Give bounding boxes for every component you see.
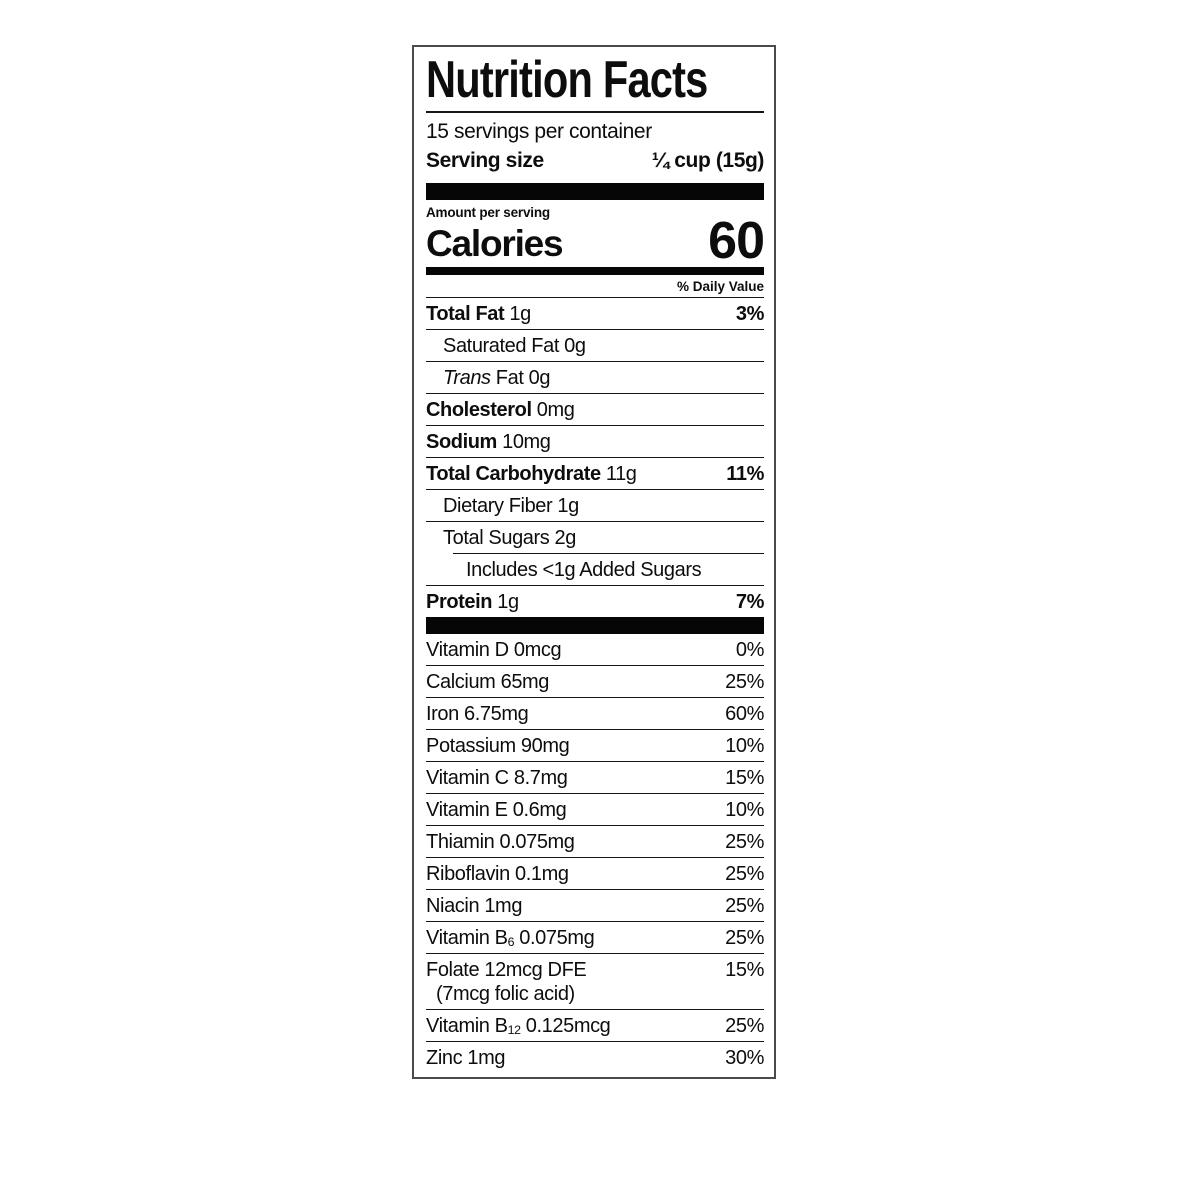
nutrient-row: Saturated Fat 0g — [426, 329, 764, 361]
daily-value: 60% — [725, 703, 764, 726]
daily-value: 10% — [725, 735, 764, 758]
vitamin-row: Calcium 65mg 25% — [426, 665, 764, 697]
vitamin-name: Calcium 65mg — [426, 671, 550, 694]
vitamin-name: Vitamin C 8.7mg — [426, 767, 568, 790]
nutrient-name: Cholesterol 0mg — [426, 399, 575, 422]
daily-value-header: % Daily Value — [676, 279, 764, 295]
vitamin-row: Vitamin C 8.7mg 15% — [426, 761, 764, 793]
vitamin-name: Vitamin B6 0.075mg — [426, 927, 595, 950]
vitamin-name: Folate 12mcg DFE (7mcg folic acid) — [426, 959, 587, 1006]
nutrient-name: Protein 1g — [426, 591, 519, 614]
daily-value: 25% — [725, 1015, 764, 1038]
nutrient-row: Total Fat 1g 3% — [426, 297, 764, 329]
daily-value: 25% — [725, 895, 764, 918]
nutrient-row: Protein 1g 7% — [426, 585, 764, 617]
calories-value: 60 — [708, 211, 765, 270]
daily-value: 25% — [725, 671, 764, 694]
daily-value: 10% — [725, 799, 764, 822]
nutrient-name: Saturated Fat 0g — [443, 335, 586, 358]
calories-label: Calories — [426, 223, 564, 265]
vitamin-name: Vitamin D 0mcg — [426, 639, 562, 662]
section-divider-bar — [426, 182, 764, 200]
vitamin-row: Zinc 1mg 30% — [426, 1041, 764, 1073]
vitamin-row: Vitamin B12 0.125mcg 25% — [426, 1009, 764, 1041]
nutrient-row: Trans Fat 0g — [426, 361, 764, 393]
daily-value: 15% — [725, 767, 764, 790]
title-divider — [426, 110, 764, 113]
serving-size-row: Serving size ¼ cup (15g) — [426, 146, 764, 183]
daily-value: 0% — [735, 639, 765, 662]
nutrient-row: Sodium 10mg — [426, 425, 764, 457]
nutrient-row: Cholesterol 0mg — [426, 393, 764, 425]
serving-size-label: Serving size — [426, 148, 544, 172]
daily-value: 25% — [725, 863, 764, 886]
vitamin-row: Vitamin E 0.6mg 10% — [426, 793, 764, 825]
vitamin-row: Folate 12mcg DFE (7mcg folic acid) 15% — [426, 953, 764, 1009]
vitamin-name: Potassium 90mg — [426, 735, 570, 758]
vitamin-row: Riboflavin 0.1mg 25% — [426, 857, 764, 889]
daily-value: 25% — [725, 831, 764, 854]
vitamin-row: Thiamin 0.075mg 25% — [426, 825, 764, 857]
vitamin-name: Zinc 1mg — [426, 1047, 506, 1070]
label-title: Nutrition Facts — [426, 51, 708, 109]
vitamin-row: Potassium 90mg 10% — [426, 729, 764, 761]
daily-value: 30% — [725, 1047, 764, 1070]
calories-row: Calories 60 — [426, 211, 765, 270]
vitamin-name: Vitamin E 0.6mg — [426, 799, 567, 822]
daily-value: 3% — [735, 303, 765, 326]
nutrient-name: Total Sugars 2g — [443, 527, 576, 550]
vitamin-row: Vitamin B6 0.075mg 25% — [426, 921, 764, 953]
servings-per-container: 15 servings per container — [426, 119, 652, 143]
nutrient-row: Total Sugars 2g — [426, 521, 764, 553]
nutrient-name: Total Fat 1g — [426, 303, 531, 326]
section-divider-bar — [426, 617, 764, 635]
daily-value: 11% — [726, 463, 764, 486]
vitamins-section: Vitamin D 0mcg 0% Calcium 65mg 25% Iron … — [426, 634, 764, 1073]
nutrient-row: Total Carbohydrate 11g 11% — [426, 457, 764, 489]
nutrient-row: Includes <1g Added Sugars — [453, 553, 764, 585]
nutrient-name: Sodium 10mg — [426, 431, 551, 454]
vitamin-name: Thiamin 0.075mg — [426, 831, 575, 854]
daily-value: 15% — [725, 959, 764, 982]
vitamin-name: Iron 6.75mg — [426, 703, 529, 726]
calories-divider-bar — [426, 267, 764, 276]
nutrition-facts-label: Nutrition Facts 15 servings per containe… — [412, 45, 776, 1080]
nutrient-name: Includes <1g Added Sugars — [466, 559, 702, 582]
vitamin-row: Iron 6.75mg 60% — [426, 697, 764, 729]
amount-per-serving-label: Amount per serving — [426, 204, 550, 220]
daily-value: 7% — [735, 591, 765, 614]
nutrient-row: Dietary Fiber 1g — [426, 489, 764, 521]
serving-size-value: ¼ cup (15g) — [651, 148, 765, 172]
vitamin-row: Niacin 1mg 25% — [426, 889, 764, 921]
vitamin-row: Vitamin D 0mcg 0% — [426, 634, 764, 665]
nutrient-name: Trans Fat 0g — [443, 367, 551, 390]
nutrient-name: Total Carbohydrate 11g — [426, 463, 637, 486]
nutrient-name: Dietary Fiber 1g — [443, 495, 579, 518]
nutrients-section: Total Fat 1g 3% Saturated Fat 0g Trans F… — [426, 297, 764, 617]
vitamin-name: Niacin 1mg — [426, 895, 523, 918]
vitamin-name: Vitamin B12 0.125mcg — [426, 1015, 611, 1038]
vitamin-name: Riboflavin 0.1mg — [426, 863, 569, 886]
daily-value: 25% — [725, 927, 764, 950]
